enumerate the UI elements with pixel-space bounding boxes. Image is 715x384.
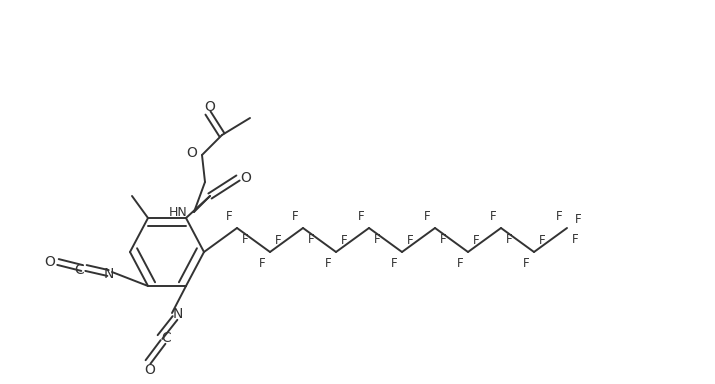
Text: F: F bbox=[292, 210, 298, 223]
Text: O: O bbox=[44, 255, 56, 269]
Text: F: F bbox=[242, 233, 249, 246]
Text: O: O bbox=[187, 146, 197, 160]
Text: F: F bbox=[341, 234, 347, 247]
Text: O: O bbox=[240, 171, 252, 185]
Text: F: F bbox=[506, 233, 513, 246]
Text: F: F bbox=[308, 233, 315, 246]
Text: F: F bbox=[225, 210, 232, 223]
Text: F: F bbox=[572, 233, 578, 246]
Text: F: F bbox=[390, 257, 397, 270]
Text: F: F bbox=[575, 213, 581, 226]
Text: F: F bbox=[556, 210, 562, 223]
Text: N: N bbox=[173, 307, 183, 321]
Text: C: C bbox=[161, 331, 171, 345]
Text: O: O bbox=[144, 363, 155, 377]
Text: F: F bbox=[423, 210, 430, 223]
Text: N: N bbox=[104, 267, 114, 281]
Text: F: F bbox=[258, 257, 265, 270]
Text: F: F bbox=[456, 257, 463, 270]
Text: F: F bbox=[440, 233, 447, 246]
Text: F: F bbox=[539, 234, 546, 247]
Text: C: C bbox=[74, 263, 84, 277]
Text: F: F bbox=[275, 234, 282, 247]
Text: F: F bbox=[490, 210, 496, 223]
Text: F: F bbox=[374, 233, 380, 246]
Text: F: F bbox=[473, 234, 480, 247]
Text: F: F bbox=[407, 234, 413, 247]
Text: F: F bbox=[358, 210, 364, 223]
Text: F: F bbox=[325, 257, 331, 270]
Text: O: O bbox=[204, 100, 215, 114]
Text: HN: HN bbox=[169, 205, 188, 218]
Text: F: F bbox=[523, 257, 529, 270]
